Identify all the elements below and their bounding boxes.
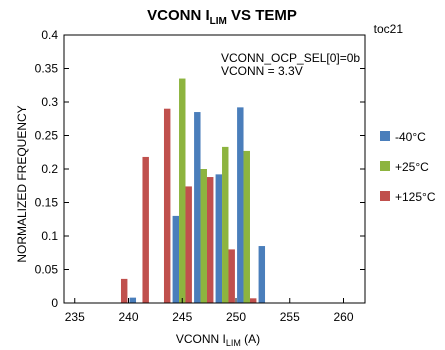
figure-id: toc21 [374, 22, 404, 36]
bar-241-plus125c [142, 156, 149, 303]
legend-swatch-2 [380, 191, 390, 201]
y-tick-label: 0.1 [41, 229, 58, 243]
y-tick-label: 0.15 [35, 196, 59, 210]
ticks-group: 0 0.05 0.1 0.15 0.2 0.25 0.3 0.35 0.4 235 240 245 25… [35, 28, 365, 324]
legend: -40°C +25°C +125°C [380, 130, 436, 204]
annotation-ocp-sel: VCONN_OCP_SEL[0]=0b [221, 51, 360, 65]
x-axis-label: VCONN ILIM (A) [176, 332, 260, 348]
bar-247-plus25c [200, 169, 207, 303]
bar-251-minus40c [237, 107, 244, 303]
y-tick-label: 0.2 [41, 162, 58, 176]
bar-253-minus40c [258, 246, 266, 303]
bars-group [120, 78, 266, 303]
chart-title: VCONN ILIM VS TEMP [147, 7, 297, 27]
x-tick-label: 240 [118, 310, 138, 324]
y-tick-label: 0.4 [41, 28, 58, 42]
annotation-vconn: VCONN = 3.3V [221, 64, 303, 78]
y-tick-label: 0.05 [35, 263, 59, 277]
y-tick-label: 0.3 [41, 95, 58, 109]
legend-label-1: +25°C [395, 160, 429, 174]
x-tick-label: 250 [226, 310, 246, 324]
legend-swatch-0 [380, 131, 390, 141]
bar-245-plus25c [179, 78, 186, 303]
bar-247-plus125c [206, 177, 214, 303]
y-axis-label: NORMALIZED FREQUENCY [15, 105, 29, 262]
x-tick-label: 255 [280, 310, 300, 324]
bar-245-minus40c [172, 215, 180, 303]
x-tick-label: 235 [65, 310, 85, 324]
legend-swatch-1 [380, 161, 390, 171]
y-tick-label: 0 [51, 296, 58, 310]
legend-label-0: -40°C [395, 130, 426, 144]
x-tick-label: 245 [172, 310, 192, 324]
bar-247-minus40c [194, 112, 201, 303]
bar-243-plus125c [163, 108, 171, 303]
x-tick-label: 260 [333, 310, 353, 324]
bar-249-minus40c [215, 174, 223, 303]
bar-249-plus25c [222, 146, 229, 303]
bar-251-plus25c [243, 150, 250, 303]
bar-249-plus125c [228, 249, 235, 303]
plot-frame [63, 34, 366, 304]
bar-251-plus125c [249, 298, 257, 303]
bar-245-plus125c [185, 186, 192, 303]
y-tick-label: 0.35 [35, 62, 59, 76]
bar-239-plus125c [120, 278, 128, 303]
bar-241-minus40c [129, 297, 137, 303]
y-tick-label: 0.25 [35, 129, 59, 143]
legend-label-2: +125°C [395, 190, 436, 204]
